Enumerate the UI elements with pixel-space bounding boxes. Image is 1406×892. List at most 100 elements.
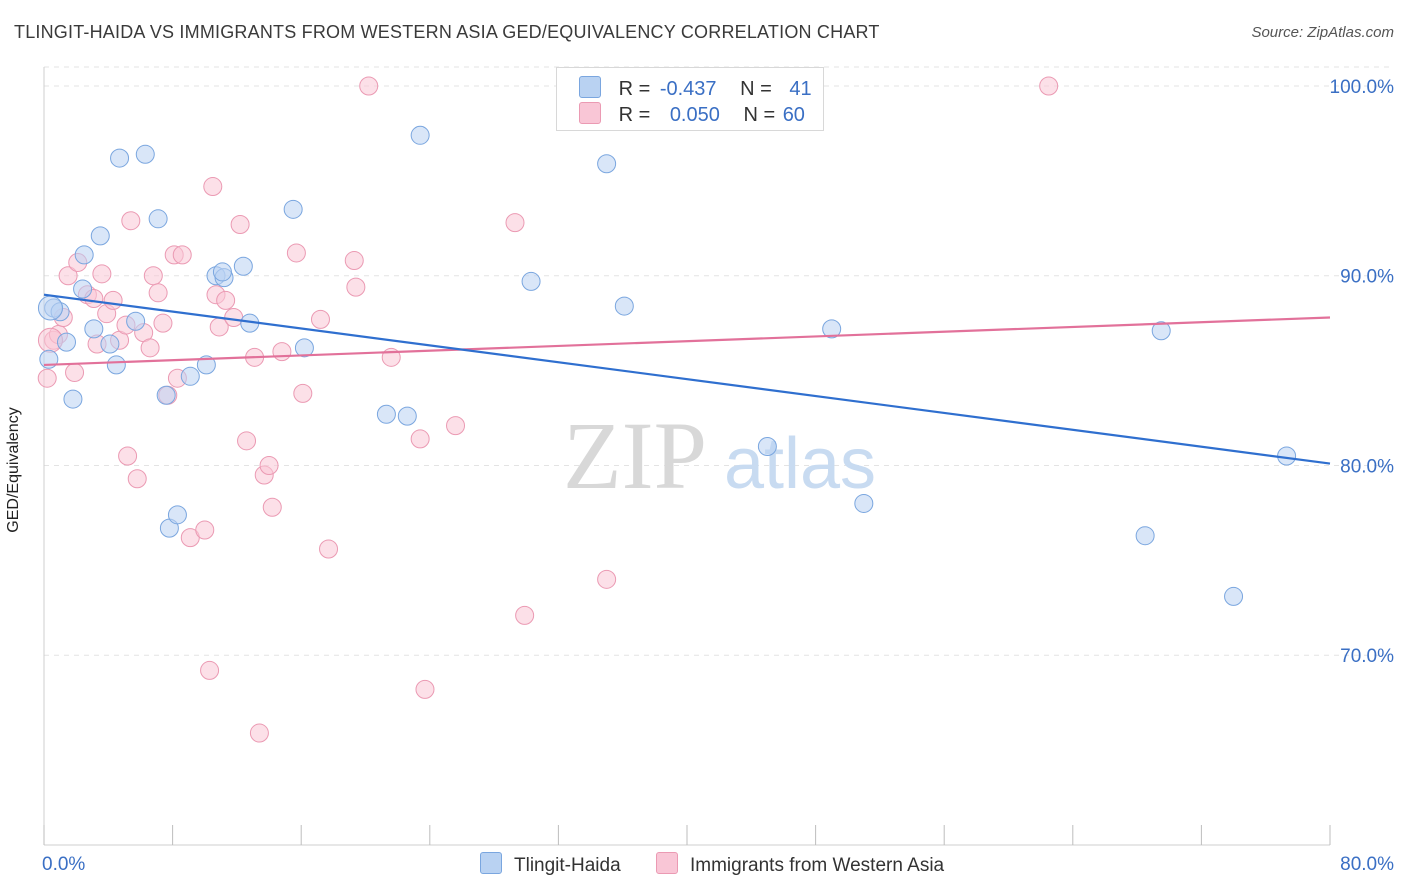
tlingit-point bbox=[148, 209, 168, 229]
immigrants-point bbox=[153, 313, 173, 333]
immigrants-point bbox=[272, 342, 292, 362]
immigrants-point bbox=[58, 266, 78, 286]
immigrants-point bbox=[203, 177, 223, 197]
r-value: 0.050 bbox=[669, 104, 720, 126]
n-label: N = bbox=[743, 104, 776, 126]
y-tick-label: 100.0% bbox=[1330, 77, 1395, 98]
tlingit-point bbox=[212, 262, 232, 282]
n-value: 60 bbox=[782, 104, 805, 126]
tlingit-point bbox=[376, 404, 396, 424]
tlingit-point bbox=[126, 311, 146, 331]
tlingit-point bbox=[180, 366, 200, 386]
trend-lines bbox=[43, 293, 1331, 465]
legend-swatch-blue bbox=[579, 76, 601, 98]
immigrants-point bbox=[293, 383, 313, 403]
immigrants-point bbox=[230, 214, 250, 234]
y-axis-label: GED/Equivalency bbox=[5, 407, 22, 533]
immigrants-point bbox=[140, 338, 160, 358]
tlingit-point bbox=[110, 148, 130, 168]
immigrants-point bbox=[143, 266, 163, 286]
immigrants-point bbox=[415, 679, 435, 699]
correlation-legend: R = -0.437 N = 41 R = 0.050 N = 60 bbox=[556, 67, 824, 131]
tlingit-point bbox=[822, 319, 842, 339]
tlingit-trend-line bbox=[43, 293, 1331, 465]
immigrants-point bbox=[200, 660, 220, 680]
axes bbox=[43, 67, 1331, 846]
immigrants-point bbox=[410, 429, 430, 449]
y-tick-label: 80.0% bbox=[1340, 456, 1394, 477]
tlingit-point bbox=[233, 256, 253, 276]
legend-row-immigrants: R = 0.050 N = 60 bbox=[579, 102, 805, 126]
tlingit-point bbox=[397, 406, 417, 426]
watermark-zip: ZIP bbox=[563, 402, 707, 509]
n-label: N = bbox=[740, 78, 772, 100]
tlingit-point bbox=[167, 505, 187, 525]
watermark-atlas: atlas bbox=[724, 424, 876, 504]
legend-label-tlingit: Tlingit-Haida bbox=[514, 855, 621, 876]
chart-title: TLINGIT-HAIDA VS IMMIGRANTS FROM WESTERN… bbox=[14, 22, 880, 42]
immigrants-point bbox=[195, 520, 215, 540]
immigrants-point bbox=[103, 290, 123, 310]
immigrants-point bbox=[37, 368, 57, 388]
r-label: R = bbox=[618, 78, 651, 100]
x-tick-label: 80.0% bbox=[1340, 854, 1394, 875]
tlingit-point bbox=[57, 332, 77, 352]
immigrants-point bbox=[92, 264, 112, 284]
tlingit-point bbox=[106, 355, 126, 375]
y-tick-label: 70.0% bbox=[1340, 646, 1394, 667]
immigrants-point bbox=[216, 290, 236, 310]
tlingit-point bbox=[135, 144, 155, 164]
tlingit-point bbox=[37, 295, 63, 321]
immigrants-point bbox=[172, 245, 192, 265]
tlingit-point bbox=[614, 296, 634, 316]
immigrants-point bbox=[1039, 76, 1059, 96]
immigrants-point bbox=[310, 309, 330, 329]
source-label: Source: ZipAtlas.com bbox=[1251, 24, 1394, 41]
immigrants-point bbox=[446, 416, 466, 436]
immigrants-point bbox=[249, 723, 269, 743]
tlingit-point bbox=[1151, 321, 1171, 341]
tlingit-point bbox=[1135, 526, 1155, 546]
legend-swatch-pink bbox=[579, 102, 601, 124]
tlingit-point bbox=[854, 493, 874, 513]
immigrants-point bbox=[262, 497, 282, 517]
legend-swatch-pink bbox=[656, 852, 678, 874]
n-value: 41 bbox=[789, 78, 812, 100]
tlingit-point bbox=[84, 319, 104, 339]
tlingit-point bbox=[294, 338, 314, 358]
tlingit-point bbox=[521, 271, 541, 291]
series-tlingit-points bbox=[37, 125, 1297, 606]
series-legend: Tlingit-Haida Immigrants from Western As… bbox=[0, 852, 1406, 878]
legend-item-immigrants: Immigrants from Western Asia bbox=[656, 852, 944, 877]
immigrants-point bbox=[127, 469, 147, 489]
immigrants-point bbox=[65, 363, 85, 383]
r-label: R = bbox=[618, 104, 651, 126]
x-tick-label: 0.0% bbox=[42, 854, 85, 875]
immigrants-point bbox=[515, 605, 535, 625]
tlingit-point bbox=[410, 125, 430, 145]
series-immigrants-points bbox=[37, 76, 1059, 743]
immigrants-trend-line bbox=[43, 316, 1331, 367]
immigrants-point bbox=[505, 213, 525, 233]
y-tick-label: 90.0% bbox=[1340, 267, 1394, 288]
immigrants-point bbox=[344, 251, 364, 271]
legend-swatch-blue bbox=[480, 852, 502, 874]
zipatlas-watermark: ZIP atlas bbox=[563, 402, 876, 509]
immigrants-point bbox=[286, 243, 306, 263]
immigrants-point bbox=[118, 446, 138, 466]
legend-label-immigrants: Immigrants from Western Asia bbox=[690, 855, 945, 876]
tlingit-point bbox=[90, 226, 110, 246]
immigrants-point bbox=[148, 283, 168, 303]
tlingit-point bbox=[100, 334, 120, 354]
legend-row-tlingit: R = -0.437 N = 41 bbox=[579, 76, 812, 100]
tlingit-point bbox=[63, 389, 83, 409]
tlingit-point bbox=[283, 199, 303, 219]
immigrants-point bbox=[224, 307, 244, 327]
tick-labels: 70.0% 80.0% 90.0% 100.0% 0.0% 80.0% bbox=[42, 77, 1394, 875]
legend-item-tlingit: Tlingit-Haida bbox=[480, 852, 621, 877]
tlingit-point bbox=[597, 154, 617, 174]
tlingit-point bbox=[1224, 586, 1244, 606]
tlingit-point bbox=[196, 355, 216, 375]
tlingit-point bbox=[156, 385, 176, 405]
